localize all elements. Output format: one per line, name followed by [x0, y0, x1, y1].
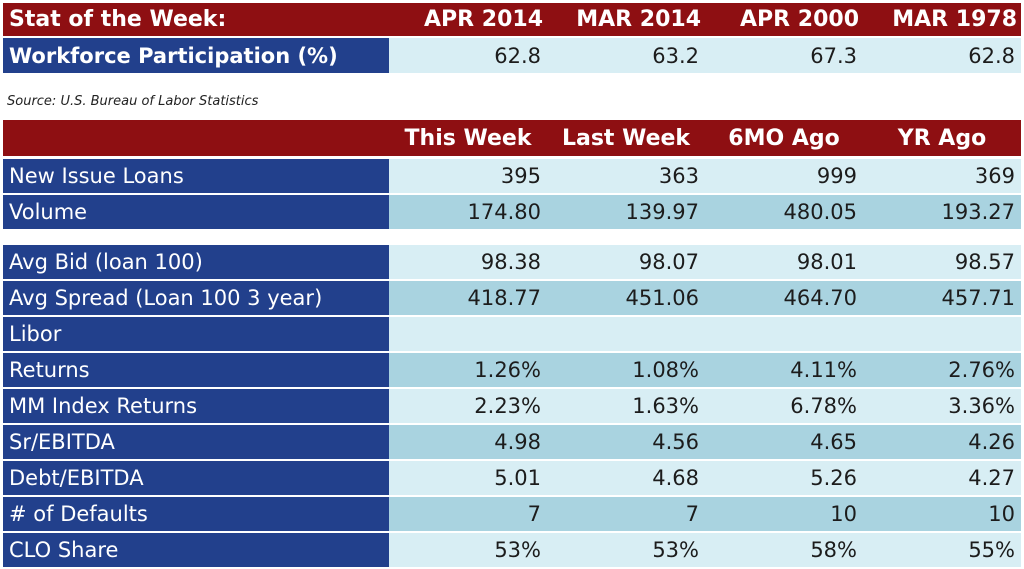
- row-value: 7: [547, 497, 705, 531]
- stat-col-header: MAR 1978: [892, 7, 1017, 32]
- row-value: 4.98: [389, 425, 547, 459]
- row-value: 4.65: [705, 425, 863, 459]
- table-row: MM Index Returns 2.23% 1.63% 6.78% 3.36%: [3, 389, 1021, 423]
- stat-row-label: Workforce Participation (%): [3, 38, 389, 73]
- row-value: [389, 317, 547, 351]
- row-value: 2.23%: [389, 389, 547, 423]
- row-value: [863, 317, 1021, 351]
- row-value: 1.08%: [547, 353, 705, 387]
- table-row: Sr/EBITDA 4.98 4.56 4.65 4.26: [3, 425, 1021, 459]
- row-value: 53%: [547, 533, 705, 567]
- row-value: 5.01: [389, 461, 547, 495]
- row-label: # of Defaults: [3, 497, 389, 531]
- row-label: New Issue Loans: [3, 159, 389, 193]
- row-label: Returns: [3, 353, 389, 387]
- table-row: CLO Share 53% 53% 58% 55%: [3, 533, 1021, 567]
- row-value: [547, 317, 705, 351]
- table-row: Volume 174.80 139.97 480.05 193.27: [3, 195, 1021, 229]
- row-value: 369: [863, 159, 1021, 193]
- stat-value: 62.8: [863, 38, 1021, 73]
- stat-col-header: APR 2014: [424, 7, 543, 32]
- row-value: 363: [547, 159, 705, 193]
- stat-value: 63.2: [547, 38, 705, 73]
- table-row: Avg Bid (loan 100) 98.38 98.07 98.01 98.57: [3, 245, 1021, 279]
- row-value: 418.77: [389, 281, 547, 315]
- row-value: 7: [389, 497, 547, 531]
- table-row: # of Defaults 7 7 10 10: [3, 497, 1021, 531]
- row-value: 2.76%: [863, 353, 1021, 387]
- row-value: 4.27: [863, 461, 1021, 495]
- row-value: 6.78%: [705, 389, 863, 423]
- row-value: 98.38: [389, 245, 547, 279]
- row-value: 999: [705, 159, 863, 193]
- loans-col-header: Last Week: [561, 125, 691, 151]
- row-value: 5.26: [705, 461, 863, 495]
- row-label: MM Index Returns: [3, 389, 389, 423]
- row-value: 1.63%: [547, 389, 705, 423]
- loans-col-header: This Week: [404, 125, 532, 151]
- table-row: Debt/EBITDA 5.01 4.68 5.26 4.27: [3, 461, 1021, 495]
- row-value: 98.07: [547, 245, 705, 279]
- stat-header-row: Stat of the Week: APR 2014 MAR 2014 APR …: [3, 3, 1021, 36]
- source-note: Source: U.S. Bureau of Labor Statistics: [7, 94, 259, 109]
- row-value: 98.01: [705, 245, 863, 279]
- row-value: 4.56: [547, 425, 705, 459]
- table-row: Avg Spread (Loan 100 3 year) 418.77 451.06…: [3, 281, 1021, 315]
- row-value: 480.05: [705, 195, 863, 229]
- row-value: 395: [389, 159, 547, 193]
- stat-value: 67.3: [705, 38, 863, 73]
- row-value: 139.97: [547, 195, 705, 229]
- row-value: 193.27: [863, 195, 1021, 229]
- loans-header-row: This Week Last Week 6MO Ago YR Ago: [3, 120, 1021, 156]
- row-value: [705, 317, 863, 351]
- row-value: 10: [705, 497, 863, 531]
- table-row: Libor: [3, 317, 1021, 351]
- row-value: 457.71: [863, 281, 1021, 315]
- row-label: Debt/EBITDA: [3, 461, 389, 495]
- row-value: 1.26%: [389, 353, 547, 387]
- loans-header-blank: [3, 120, 389, 156]
- row-value: 4.26: [863, 425, 1021, 459]
- row-value: 53%: [389, 533, 547, 567]
- row-value: 3.36%: [863, 389, 1021, 423]
- stat-data-row: Workforce Participation (%) 62.8 63.2 67…: [3, 38, 1021, 73]
- row-label: Avg Bid (loan 100): [3, 245, 389, 279]
- stat-value: 62.8: [389, 38, 547, 73]
- row-value: 58%: [705, 533, 863, 567]
- row-label: Libor: [3, 317, 389, 351]
- row-value: 4.11%: [705, 353, 863, 387]
- row-label: CLO Share: [3, 533, 389, 567]
- stat-col-header: MAR 2014: [576, 7, 701, 32]
- row-label: Avg Spread (Loan 100 3 year): [3, 281, 389, 315]
- row-label: Volume: [3, 195, 389, 229]
- loans-col-header: YR Ago: [897, 125, 987, 151]
- row-label: Sr/EBITDA: [3, 425, 389, 459]
- row-value: 174.80: [389, 195, 547, 229]
- stat-col-header: APR 2000: [740, 7, 859, 32]
- row-value: 451.06: [547, 281, 705, 315]
- row-value: 4.68: [547, 461, 705, 495]
- row-value: 55%: [863, 533, 1021, 567]
- table-row: Returns 1.26% 1.08% 4.11% 2.76%: [3, 353, 1021, 387]
- row-value: 98.57: [863, 245, 1021, 279]
- row-value: 464.70: [705, 281, 863, 315]
- stat-title: Stat of the Week:: [9, 7, 227, 32]
- table-row: New Issue Loans 395 363 999 369: [3, 159, 1021, 193]
- row-value: 10: [863, 497, 1021, 531]
- loans-col-header: 6MO Ago: [728, 125, 840, 151]
